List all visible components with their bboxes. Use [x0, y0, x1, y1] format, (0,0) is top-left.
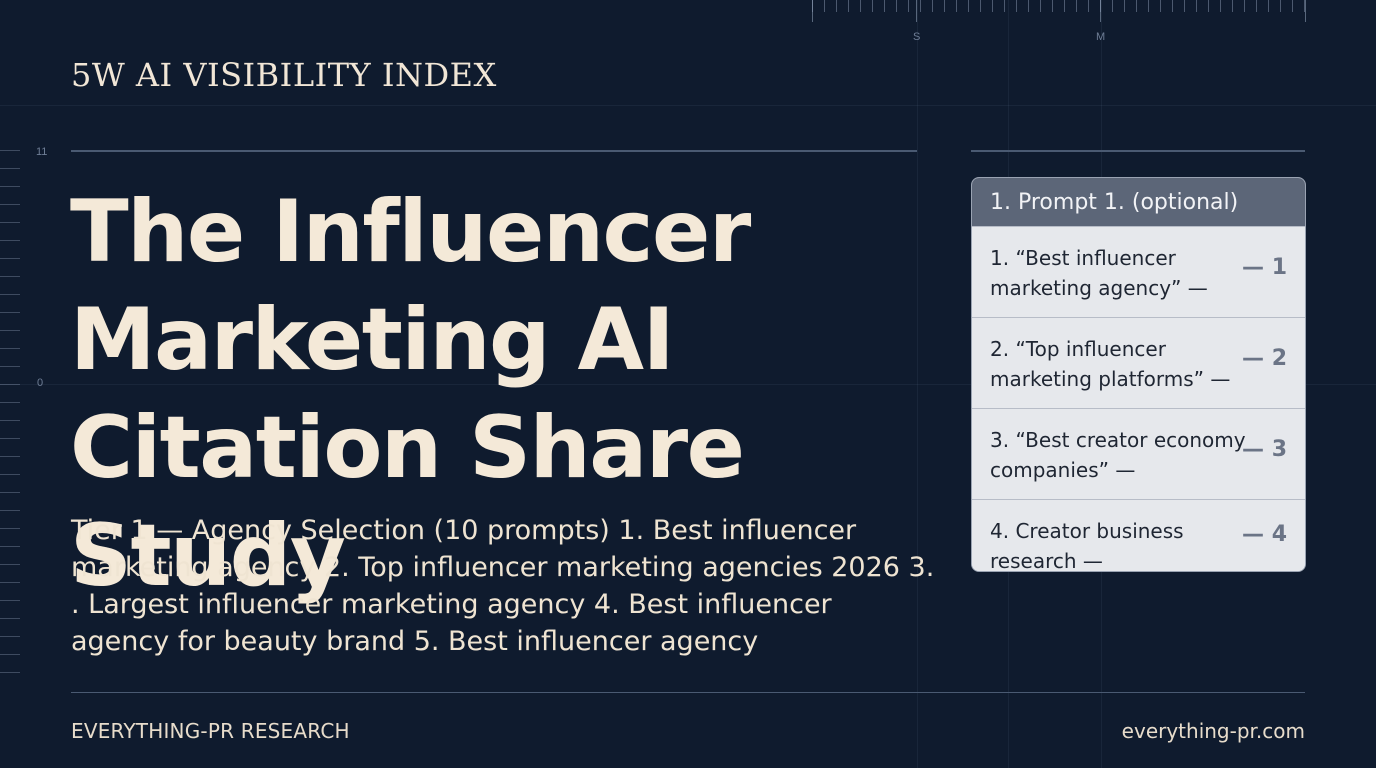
footer-rule	[71, 692, 1305, 693]
prompt-row-number: — 3	[1242, 437, 1287, 462]
footer-brand: EVERYTHING-PR RESEARCH	[71, 719, 350, 743]
body-line: marketing agency 2. Top influencer marke…	[71, 552, 935, 583]
tier-prompts-text: Tier 1 — Agency Selection (10 prompts) 1…	[71, 512, 941, 660]
footer-url[interactable]: everything-pr.com	[1121, 719, 1305, 743]
prompt-row-number: — 4	[1242, 522, 1287, 547]
prompt-panel: 1. Prompt 1. (optional) 1. “Best influen…	[971, 177, 1306, 572]
kicker-title: 5W AI VISIBILITY INDEX	[71, 56, 497, 94]
prompt-row[interactable]: 3. “Best creator economy companies” — — …	[972, 408, 1305, 499]
top-rule-right	[971, 150, 1305, 152]
headline-line: Citation Share Study	[70, 398, 745, 606]
ruler-label-11: 11	[36, 146, 48, 158]
ruler-label-0: 0	[37, 377, 44, 389]
body-line: . Largest influencer marketing agency 4.…	[71, 589, 832, 620]
prompt-row-text: 4. Creator business research —	[990, 519, 1184, 572]
ruler-label-m: M	[1096, 31, 1106, 43]
prompt-row-text: 3. “Best creator economy companies” —	[990, 428, 1246, 482]
top-rule-left	[71, 150, 917, 152]
headline-line: Marketing AI	[70, 290, 675, 390]
grid-line	[0, 105, 1376, 106]
prompt-row[interactable]: 2. “Top influencer marketing platforms” …	[972, 317, 1305, 408]
top-ruler	[812, 0, 1306, 22]
ruler-label-s: S	[913, 31, 921, 43]
prompt-row[interactable]: 1. “Best influencer marketing agency” — …	[972, 226, 1305, 317]
panel-header: 1. Prompt 1. (optional)	[972, 178, 1305, 226]
prompt-row-text: 1. “Best influencer marketing agency” —	[990, 246, 1208, 300]
prompt-row-number: — 2	[1242, 346, 1287, 371]
prompt-row[interactable]: 4. Creator business research — — 4	[972, 499, 1305, 572]
headline-line: The Influencer	[70, 182, 751, 282]
body-line: Tier 1 — Agency Selection (10 prompts) 1…	[71, 515, 857, 546]
headline: The Influencer Marketing AI Citation Sha…	[70, 178, 970, 610]
left-ruler	[0, 150, 20, 690]
body-line: agency for beauty brand 5. Best influenc…	[71, 626, 759, 657]
prompt-row-text: 2. “Top influencer marketing platforms” …	[990, 337, 1231, 391]
prompt-row-number: — 1	[1242, 255, 1287, 280]
